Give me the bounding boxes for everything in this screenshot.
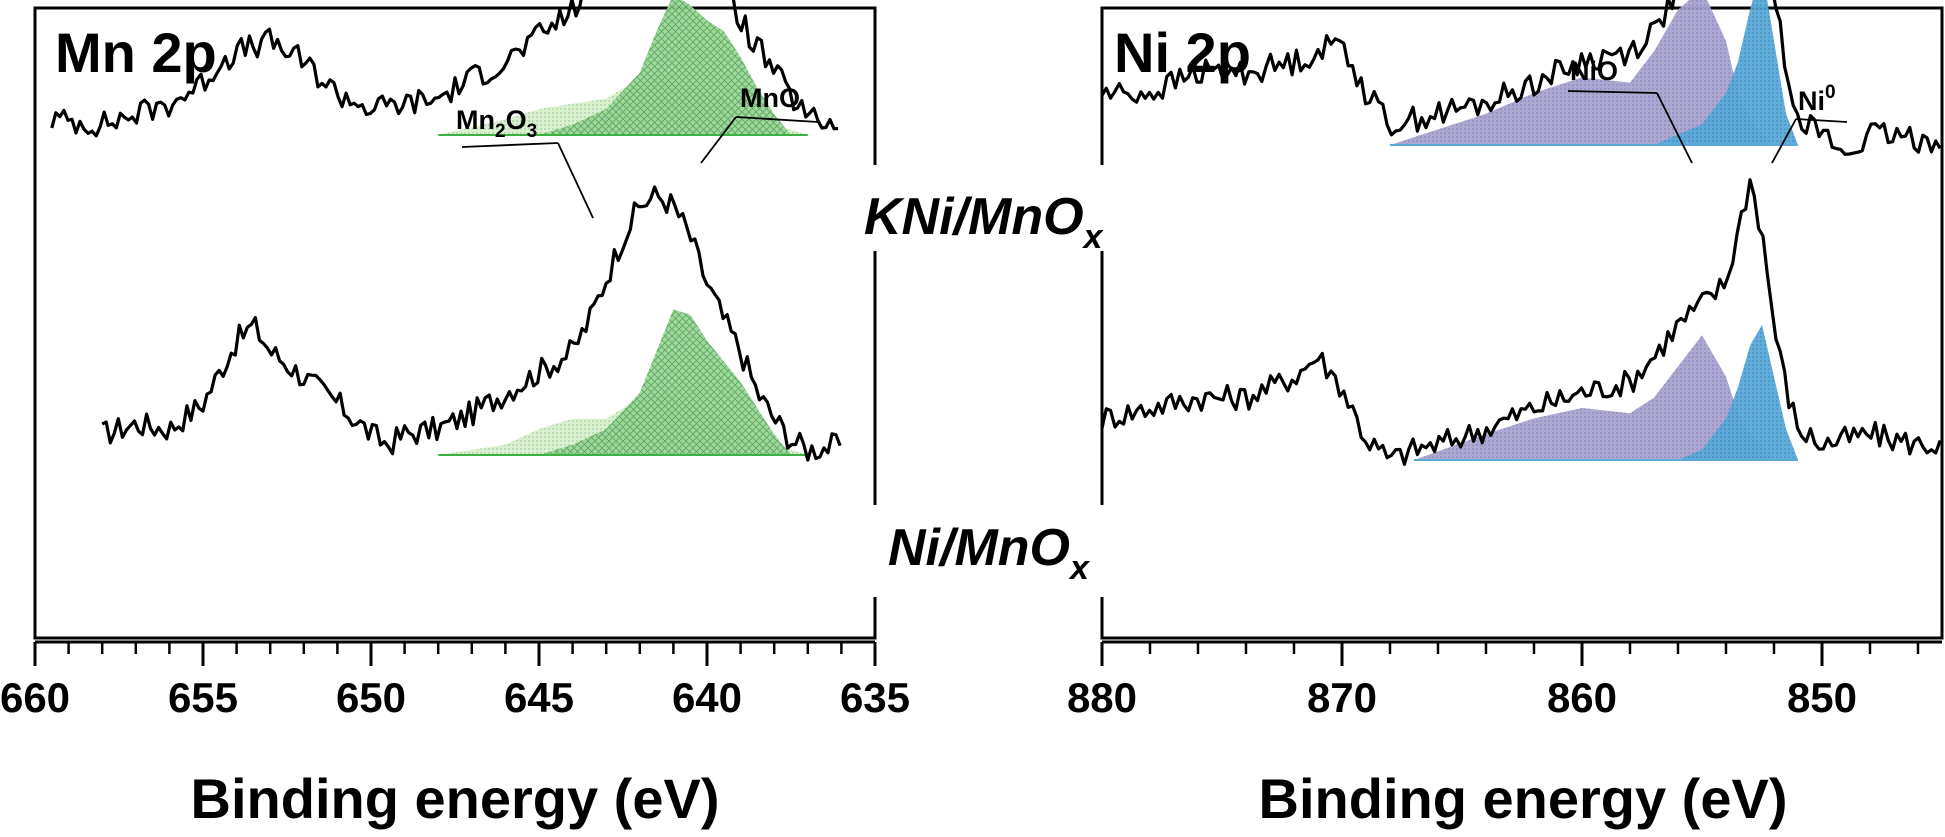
ni-series-ni-mnox (1100, 0, 1942, 156)
mn-plot-area (50, 0, 842, 462)
annotation-mno-line (735, 116, 819, 123)
ni-tick-label: 860 (1547, 674, 1617, 721)
mn-series-kni-mnox (101, 185, 842, 462)
sample-label-ni-mnox: Ni/MnOx (888, 519, 1091, 587)
ni-panel-title: Ni 2p (1114, 21, 1251, 84)
ni-component-nio (1414, 335, 1774, 460)
mn-tick-label: 650 (336, 674, 406, 721)
mn-x-axis: 660 655 650 645 640 635 (0, 640, 910, 721)
annotation-mno-pointer (700, 116, 737, 164)
annotation-mn2o3-pointer (557, 142, 594, 219)
mn-tick-label: 655 (168, 674, 238, 721)
annotation-mno: MnO (700, 83, 819, 164)
ni-spectrum-line (1100, 178, 1942, 466)
ni-tick-label: 850 (1787, 674, 1857, 721)
ni-plot-frame (1100, 6, 1944, 640)
annotation-ni0: Ni0 (1771, 82, 1848, 164)
ni-component-ni0 (1654, 0, 1798, 145)
ni-x-axis-title: Binding energy (eV) (1259, 767, 1788, 830)
mn-x-axis-title: Binding energy (eV) (191, 767, 720, 830)
annotation-nio: NiO (1567, 56, 1693, 164)
annotation-nio-pointer (1656, 92, 1693, 164)
mn-tick-label: 645 (504, 674, 574, 721)
ni-plot-area (1100, 0, 1942, 466)
mn-component-mno (539, 309, 791, 455)
ni-component-nio (1390, 0, 1774, 145)
ni-tick-label: 870 (1307, 674, 1377, 721)
mn-spectrum-line (101, 185, 842, 462)
annotation-mno-text: MnO (740, 83, 800, 113)
annotation-ni0-text: Ni0 (1798, 82, 1836, 116)
mn-plot-frame (33, 6, 877, 640)
mn-spectrum-line (50, 0, 839, 138)
sample-label-kni-mnox: KNi/MnOx (864, 188, 1105, 256)
annotation-mn2o3-text: Mn2O3 (456, 105, 537, 142)
annotation-nio-text: NiO (1570, 56, 1618, 86)
ni-spectrum-line (1100, 0, 1942, 156)
annotation-mn2o3-line (461, 142, 559, 148)
ni-tick-label: 880 (1067, 674, 1137, 721)
mn-tick-label: 640 (672, 674, 742, 721)
ni-component-ni0 (1678, 324, 1798, 460)
annotation-nio-line (1567, 90, 1658, 94)
panel-mn2p: 660 655 650 645 640 635 Mn 2p Binding energy … (0, 0, 910, 830)
mn-tick-label: 635 (840, 674, 910, 721)
ni-x-axis: 880 870 860 850 (1067, 640, 1942, 721)
mn-panel-title: Mn 2p (55, 21, 217, 84)
mn-series-ni-mnox (50, 0, 839, 138)
ni-series-kni-mnox (1100, 178, 1942, 466)
panel-ni2p: 880 870 860 850 Ni 2p Binding energy (eV) N… (1067, 0, 1944, 830)
mn-component-mno (539, 0, 791, 135)
annotation-mn2o3: Mn2O3 (456, 105, 594, 219)
annotation-ni0-line (1795, 118, 1848, 123)
mn-tick-label: 660 (0, 674, 70, 721)
annotation-ni0-pointer (1771, 118, 1797, 164)
